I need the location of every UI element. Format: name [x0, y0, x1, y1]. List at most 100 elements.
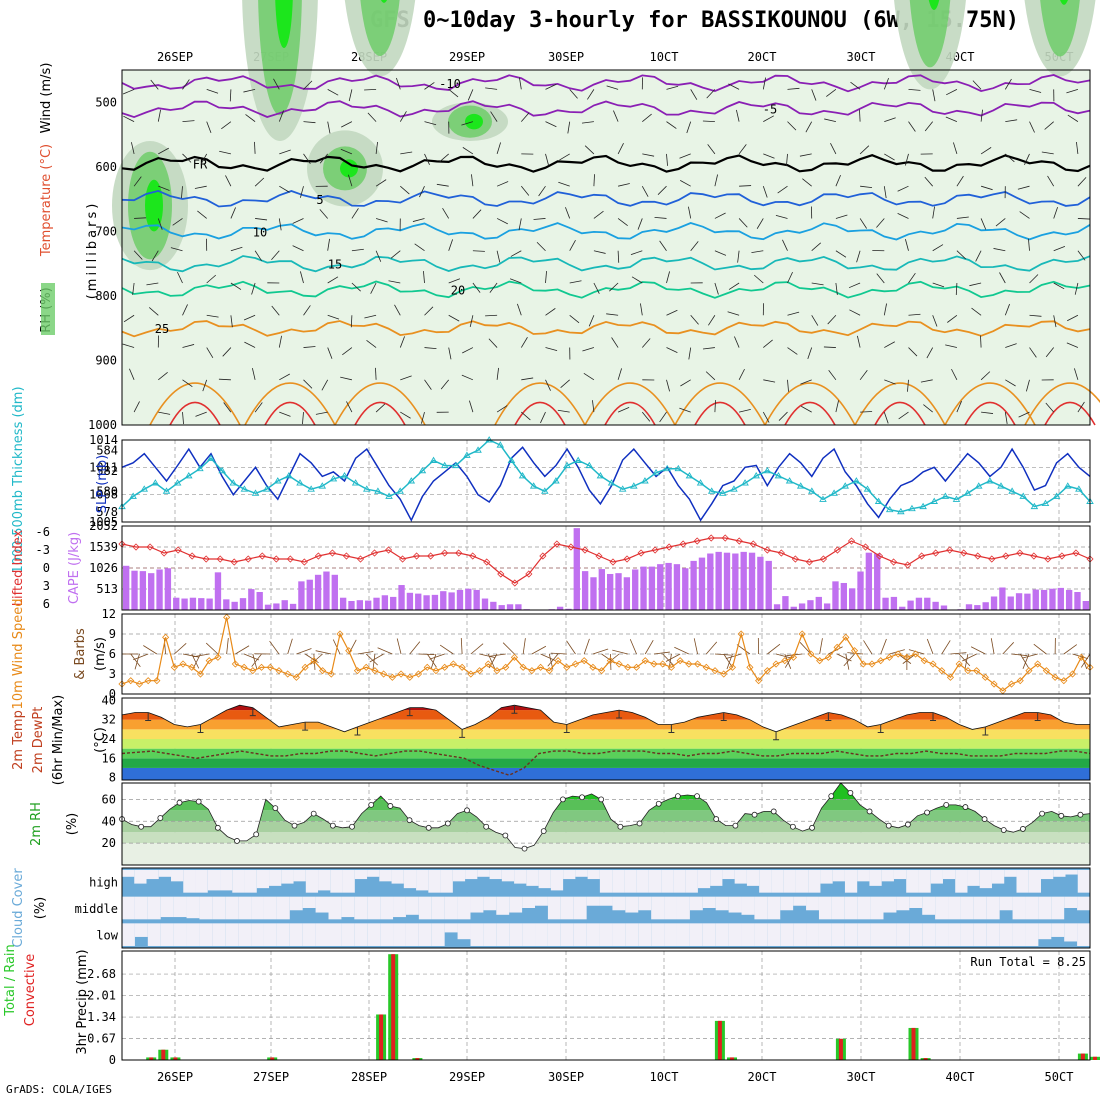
wind-barb	[181, 186, 183, 199]
cape-bar	[314, 574, 322, 610]
cloud-clear-fill	[960, 896, 974, 920]
wind-barb	[565, 207, 571, 219]
cape-bar	[1074, 591, 1081, 610]
wind-speed-marker	[257, 663, 266, 671]
wind-barb	[364, 314, 377, 319]
rh-colour-band	[122, 783, 1090, 800]
cloud-clear-fill	[909, 896, 923, 908]
cloud-clear-fill	[795, 870, 809, 893]
wind-barb	[835, 282, 838, 295]
wind-speed-marker	[162, 633, 170, 641]
cloud-clear-fill	[1025, 896, 1039, 920]
wind-barb	[1077, 218, 1090, 220]
wind-barb	[883, 78, 889, 90]
lifted-index-marker	[651, 546, 659, 554]
wind-barb	[666, 153, 668, 166]
wind-barb	[736, 109, 740, 122]
cape-bar	[164, 568, 172, 610]
temp-tick-label: 32	[102, 713, 116, 727]
lifted-index-marker	[1030, 552, 1038, 560]
wind-barb-10m	[775, 653, 792, 659]
thickness-marker	[1041, 499, 1050, 506]
cape-bar	[156, 569, 163, 610]
cape-bar	[331, 574, 338, 610]
cape-bar	[707, 553, 714, 610]
wind-barb	[567, 121, 571, 134]
rh-colour-band	[122, 821, 1090, 833]
cape-bar	[173, 597, 180, 610]
cloud-clear-fill	[689, 896, 703, 911]
cape-bar	[665, 562, 672, 610]
wind-barb	[714, 212, 726, 219]
rh-marker	[847, 789, 854, 796]
cape-bar	[907, 600, 914, 610]
wind-barb	[702, 347, 715, 350]
lifted-index-marker	[441, 549, 449, 557]
date-tick-label-bottom: 28SEP	[351, 1070, 387, 1084]
wind-barb	[202, 379, 208, 392]
cape-bar	[298, 581, 305, 610]
rh-marker	[751, 811, 758, 818]
wind-barb	[412, 218, 425, 222]
cape-bar	[773, 604, 781, 610]
wind-barb	[826, 89, 837, 97]
wind-speed-marker	[842, 633, 850, 641]
thickness-marker	[963, 489, 972, 496]
wind-speed-marker	[135, 680, 144, 688]
cloud-clear-fill	[664, 896, 677, 920]
wind-speed-marker	[196, 670, 205, 678]
wind-barb	[545, 121, 557, 128]
precip-convective-bar	[838, 1038, 843, 1060]
wind-barb	[419, 186, 425, 198]
lifted-index-marker	[258, 552, 266, 560]
cape-bar	[632, 569, 639, 610]
lifted-index-marker	[735, 537, 743, 545]
rh-marker	[138, 823, 145, 830]
wind-barb	[182, 120, 195, 123]
cloud-clear-fill	[689, 923, 703, 946]
thickness-marker	[630, 482, 638, 489]
wind-barb	[738, 368, 745, 380]
pressure-tick-label: 1000	[88, 418, 117, 432]
wind-barb	[980, 218, 987, 230]
wind-barb	[583, 372, 595, 381]
cloud-clear-fill	[999, 896, 1013, 911]
cape-bar	[974, 605, 981, 610]
wind-barb	[230, 207, 236, 219]
rh-marker	[329, 822, 336, 829]
thickness-marker	[474, 446, 482, 453]
wind-barb	[254, 250, 262, 262]
lifted-index-marker	[567, 543, 575, 551]
wind-barb	[1053, 282, 1065, 290]
lifted-index-marker	[272, 555, 280, 563]
wind-speed-marker	[728, 663, 737, 671]
isotherm-label: 5	[316, 193, 323, 207]
wind-barb	[221, 121, 232, 130]
wind-speed-marker	[807, 650, 815, 658]
cloud-clear-fill	[465, 870, 478, 880]
wind-barb	[510, 250, 522, 257]
wind-barb	[702, 120, 715, 123]
wind-barb	[496, 181, 509, 187]
cloud-clear-fill	[942, 870, 956, 880]
wind-barb	[787, 379, 789, 392]
wind-barb-10m	[1022, 653, 1038, 659]
thickness-marker	[229, 479, 238, 486]
rh-marker	[310, 810, 317, 817]
wind-barb-10m	[674, 646, 690, 655]
lifted-tick-label: -6	[36, 525, 50, 539]
cloud-clear-fill	[857, 870, 870, 882]
cloud-clear-fill	[367, 923, 381, 946]
wind-barb	[908, 313, 921, 316]
wind-barb	[254, 177, 265, 187]
wind-barb	[830, 143, 837, 155]
thickness-marker	[974, 482, 983, 489]
rh-marker	[636, 820, 643, 827]
wind-barb	[1017, 185, 1030, 190]
thickness-marker	[796, 482, 805, 489]
lifted-index-marker	[244, 555, 252, 563]
wind-barb	[1044, 121, 1054, 130]
cape-bar	[306, 579, 313, 610]
cloud-clear-fill	[625, 923, 639, 946]
wind-speed-marker	[990, 680, 998, 688]
